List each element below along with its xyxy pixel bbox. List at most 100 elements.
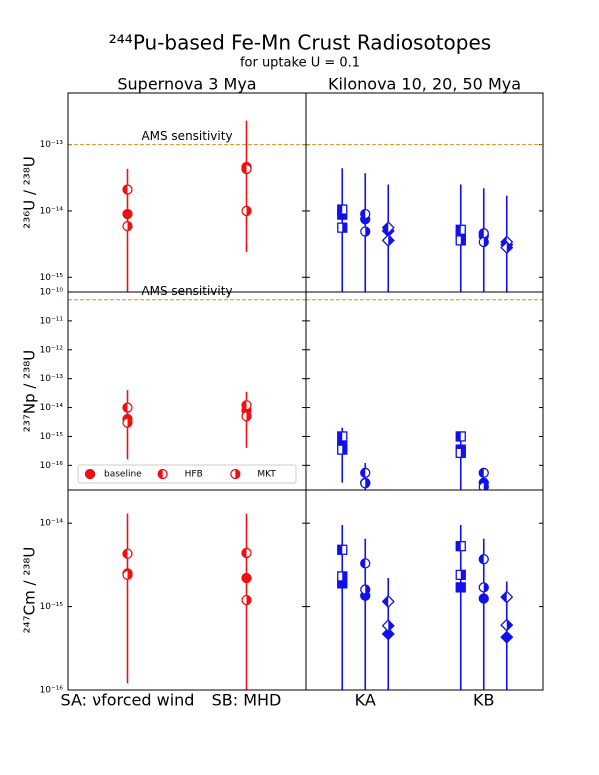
marker-half	[360, 468, 366, 478]
marker-half	[456, 225, 461, 235]
data-point	[455, 235, 466, 246]
legend-label: MKT	[257, 470, 276, 480]
plot-area	[337, 168, 514, 292]
data-point	[360, 558, 371, 569]
data-point	[381, 627, 395, 641]
marker-outline	[241, 572, 252, 584]
marker-half	[337, 545, 343, 555]
data-point	[455, 224, 466, 235]
data-point	[122, 184, 133, 195]
y-tick-label: 10⁻¹⁵	[40, 432, 64, 442]
data-point	[241, 594, 252, 606]
y-tick-label: 10⁻¹⁶	[40, 461, 64, 471]
marker-half	[342, 445, 347, 455]
marker-outline	[500, 630, 514, 644]
data-point	[360, 467, 371, 478]
panel-frame	[67, 291, 307, 491]
y-tick-label: 10⁻¹²	[40, 345, 64, 355]
data-point	[381, 619, 395, 633]
legend-marker	[157, 468, 168, 480]
y-tick-label: 10⁻¹³	[40, 140, 64, 150]
legend-marker	[230, 468, 241, 480]
sensitivity-label: AMS sensitivity	[141, 129, 232, 143]
plot-area	[122, 513, 252, 690]
y-axis-label: ²³⁷Np / ²³⁸U	[21, 350, 39, 432]
data-point	[381, 221, 395, 235]
data-point	[122, 402, 133, 413]
data-point	[241, 400, 252, 411]
marker-half	[460, 235, 466, 245]
marker-half	[479, 228, 484, 238]
data-point	[478, 593, 489, 604]
data-point	[500, 590, 514, 604]
data-point	[337, 431, 348, 442]
y-tick-label: 10⁻¹⁵	[40, 273, 64, 283]
marker-half	[246, 411, 251, 421]
data-point	[381, 594, 395, 609]
data-point	[500, 630, 514, 644]
marker-half	[483, 482, 489, 490]
marker-half	[242, 400, 247, 410]
marker-half	[501, 591, 507, 603]
data-point	[241, 572, 252, 584]
marker-half	[123, 403, 128, 413]
legend-label: HFB	[185, 470, 203, 480]
data-point	[360, 226, 371, 237]
marker-half	[479, 554, 484, 564]
plot-area	[337, 525, 514, 690]
data-point	[455, 447, 466, 459]
data-point	[122, 548, 133, 559]
marker-half	[360, 558, 366, 568]
data-point	[455, 582, 466, 593]
marker-half	[242, 164, 247, 174]
marker-half	[246, 206, 251, 216]
data-point	[337, 544, 348, 555]
marker-half	[456, 431, 461, 441]
data-point	[478, 554, 489, 565]
title: ²⁴⁴Pu-based Fe-Mn Crust Radiosotopes	[109, 31, 491, 55]
data-point	[241, 163, 252, 175]
data-point	[478, 236, 489, 248]
marker-half	[123, 185, 128, 195]
column-header: Kilonova 10, 20, 50 Mya	[328, 75, 521, 94]
data-point	[478, 467, 489, 478]
x-category-label: SB: MHD	[212, 691, 282, 710]
column-header: Supernova 3 Mya	[117, 75, 256, 94]
marker-outline	[122, 208, 133, 220]
data-point	[122, 569, 133, 581]
y-axis-label: ²³⁶U / ²³⁸U	[21, 156, 39, 229]
data-point	[122, 221, 133, 232]
data-point	[241, 547, 252, 559]
data-point	[337, 571, 348, 582]
marker-half	[479, 468, 484, 478]
marker-half	[235, 469, 240, 479]
y-tick-label: 10⁻¹⁶	[40, 686, 64, 696]
marker-half	[242, 548, 247, 558]
data-point	[478, 228, 489, 239]
y-tick-label: 10⁻¹⁵	[40, 602, 64, 612]
marker-half	[460, 448, 466, 458]
legend-label: baseline	[104, 470, 142, 480]
data-point	[478, 582, 489, 593]
marker-half	[337, 205, 343, 215]
marker-half	[365, 585, 370, 595]
y-tick-label: 10⁻¹⁴	[40, 519, 64, 529]
x-category-label: KA	[355, 691, 376, 710]
data-point	[122, 208, 133, 220]
y-tick-label: 10⁻¹⁴	[40, 403, 64, 413]
data-point	[360, 478, 371, 489]
marker-half	[158, 469, 163, 479]
marker-half	[506, 619, 513, 631]
data-point	[360, 208, 371, 220]
panel-frame	[67, 92, 307, 293]
plot-area	[122, 120, 252, 292]
marker-half	[382, 595, 389, 608]
data-point	[455, 541, 466, 552]
legend-marker	[84, 468, 96, 480]
marker-half	[483, 237, 489, 247]
marker-outline	[381, 627, 395, 641]
data-point	[455, 569, 466, 581]
y-tick-label: 10⁻¹³	[40, 374, 64, 384]
y-tick-label: 10⁻¹⁰	[40, 288, 64, 298]
